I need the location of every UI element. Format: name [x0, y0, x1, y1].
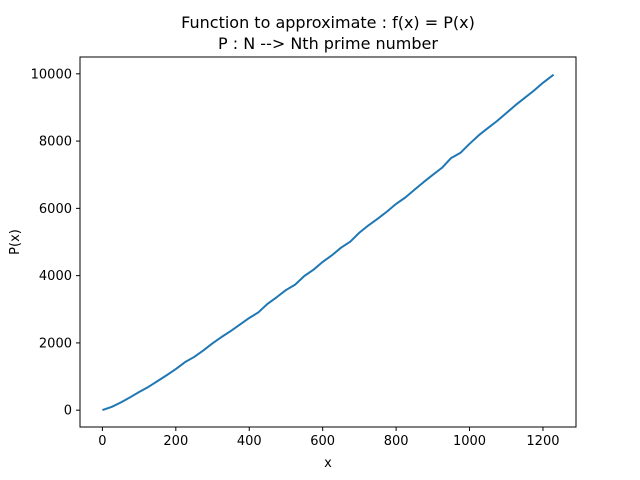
x-tick-label: 800	[384, 434, 409, 449]
x-tick-label: 1200	[526, 434, 559, 449]
x-tick-label: 400	[237, 434, 262, 449]
x-axis: 0 200 400 600 800 1000 1200	[98, 427, 560, 449]
series-line-0	[102, 73, 555, 412]
plot-area	[102, 73, 555, 412]
x-tick-label: 600	[310, 434, 335, 449]
chart-subtitle: P : N --> Nth prime number	[218, 34, 438, 53]
axes-frame	[79, 56, 577, 428]
x-tick-label: 1000	[453, 434, 486, 449]
y-tick-label: 6000	[39, 202, 72, 217]
y-axis-label: P(x)	[8, 229, 23, 255]
x-axis-label: x	[324, 456, 332, 471]
y-tick-label: 4000	[39, 269, 72, 284]
y-tick-label: 10000	[31, 67, 72, 82]
chart-title: Function to approximate : f(x) = P(x)	[181, 13, 475, 32]
y-axis: 0 2000 4000 6000 8000 10000	[31, 67, 80, 419]
y-tick-label: 8000	[39, 135, 72, 150]
x-tick-label: 0	[98, 434, 106, 449]
y-tick-label: 2000	[39, 336, 72, 351]
x-tick-label: 200	[163, 434, 188, 449]
y-tick-label: 0	[64, 404, 72, 419]
